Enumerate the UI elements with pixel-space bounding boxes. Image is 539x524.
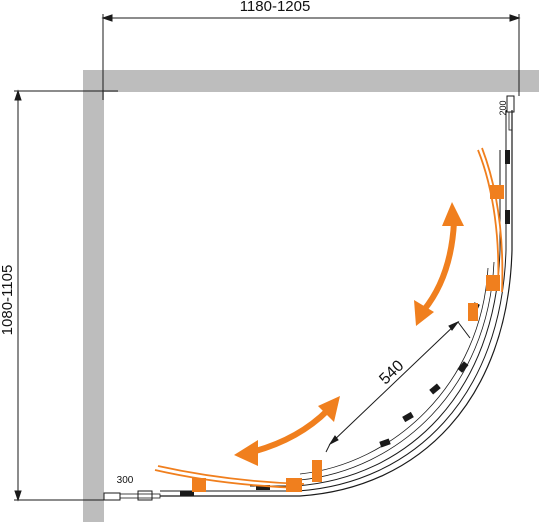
height-dimension	[14, 89, 118, 502]
width-dimension	[101, 14, 521, 100]
arrow-heads	[234, 202, 464, 466]
height-label: 1080-1105	[0, 265, 16, 336]
side-wall	[83, 70, 104, 522]
roller-hardware	[180, 150, 510, 496]
door-opening-dimension	[325, 320, 471, 453]
walls	[83, 70, 539, 522]
door-handles	[192, 185, 504, 492]
door-opening-label: 540	[376, 357, 407, 388]
movement-arrows	[249, 219, 457, 455]
side-offset-top-label: 200	[498, 100, 508, 115]
width-label: 1180-1205	[240, 0, 311, 15]
side-offset-bottom-label: 300	[117, 475, 134, 486]
enclosure-profiles	[103, 95, 515, 501]
back-wall	[83, 70, 539, 92]
door-panels-open-position	[154, 147, 504, 489]
